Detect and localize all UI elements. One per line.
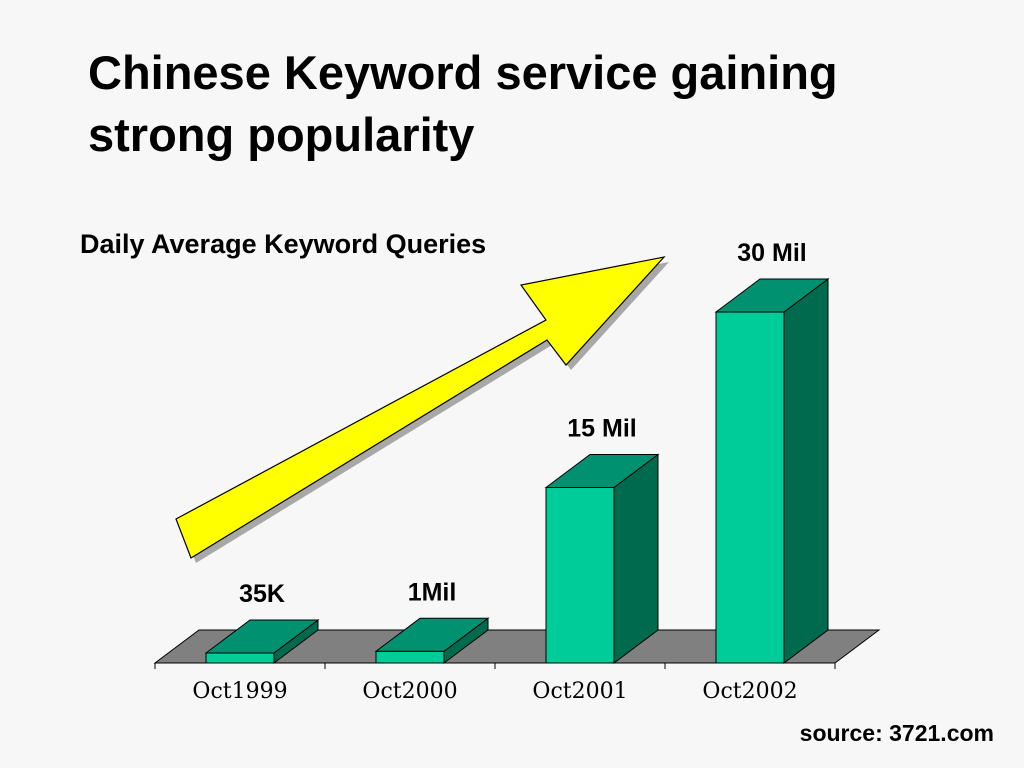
data-label: 15 Mil (567, 415, 636, 443)
data-label: 1Mil (408, 578, 457, 606)
x-tick-label: Oct2002 (702, 679, 797, 704)
data-labels: 35K 1Mil 15 Mil 30 Mil (239, 239, 807, 608)
x-tick-label: Oct2000 (362, 679, 457, 704)
bar-front-face (545, 487, 615, 664)
bar-front-face (205, 652, 275, 664)
bar-top-face (204, 619, 320, 654)
bar-front-face (375, 650, 445, 664)
bar-top-face (714, 278, 830, 313)
chart-title: Daily Average Keyword Queries (80, 229, 487, 259)
bar-oct2001 (544, 453, 660, 664)
bar-front-face (715, 311, 785, 664)
x-axis-ticks: Oct1999 Oct2000 Oct2001 Oct2002 (154, 662, 836, 704)
bar-side-face (783, 278, 829, 664)
bars (204, 278, 830, 664)
bar-top-face (374, 617, 490, 652)
x-tick-label: Oct1999 (192, 679, 287, 704)
bar-top-face (544, 454, 660, 488)
growth-arrow (175, 256, 669, 563)
data-label: 30 Mil (737, 239, 806, 267)
slide-title: Chinese Keyword service gaining strong p… (88, 46, 838, 161)
x-tick-label: Oct2001 (532, 679, 627, 704)
bar-oct1999 (204, 619, 320, 664)
bar-side-face (613, 453, 659, 664)
source-note: source: 3721.com (799, 720, 994, 746)
bar-oct2000 (374, 617, 490, 664)
bar-oct2002 (714, 278, 830, 664)
arrow-icon (175, 256, 666, 559)
data-label: 35K (239, 580, 285, 608)
